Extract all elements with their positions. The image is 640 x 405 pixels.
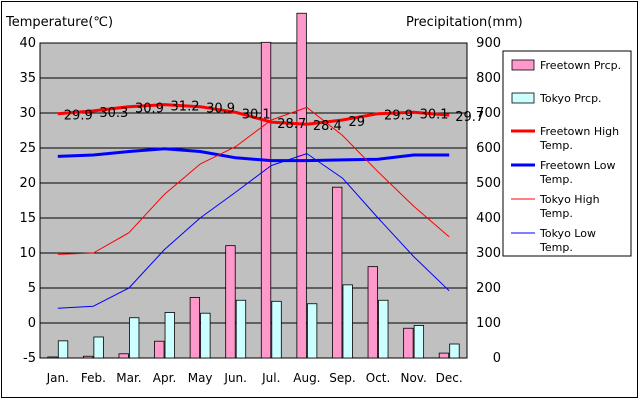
y-left-tick-label: 20	[19, 176, 36, 191]
y-right-tick-label: 400	[476, 211, 501, 226]
data-label: 29.9	[64, 109, 93, 124]
precipitation-bar	[47, 356, 58, 359]
legend-label: Freetown Prcp.	[540, 59, 621, 72]
precipitation-bar	[271, 300, 282, 359]
plot-area	[39, 42, 468, 359]
precipitation-bar	[93, 336, 104, 359]
x-tick-label: Feb.	[81, 371, 106, 385]
temperature-line	[57, 153, 450, 309]
precipitation-bar	[200, 312, 211, 359]
data-label: 29	[348, 115, 365, 130]
y-right-tick-label: 700	[476, 106, 501, 121]
y-left-axis-title: Temperature(℃)	[5, 15, 113, 30]
precipitation-bar	[378, 299, 389, 359]
data-label: 30.9	[206, 102, 235, 117]
precipitation-bar	[438, 352, 450, 359]
x-tick-label: Aug.	[293, 371, 320, 385]
legend: Freetown Prcp.Tokyo Prcp.Freetown HighTe…	[511, 59, 621, 254]
precipitation-bars	[47, 12, 460, 359]
precipitation-bar	[413, 325, 425, 359]
y-left-tick-label: 40	[19, 36, 36, 51]
precipitation-bar	[57, 340, 69, 359]
precipitation-bar	[164, 312, 175, 359]
precipitation-bar	[235, 299, 247, 359]
x-tick-label: Dec.	[436, 371, 463, 385]
precipitation-bar	[306, 303, 318, 359]
precipitation-bar	[403, 327, 414, 359]
y-right-tick-label: 100	[476, 316, 501, 331]
y-left-tick-label: 30	[19, 106, 36, 121]
precipitation-bar	[449, 343, 460, 359]
y-left-tick-label: 0	[28, 316, 36, 331]
legend-label: Tokyo Low	[539, 227, 596, 240]
legend-box	[502, 50, 632, 257]
precipitation-bar	[118, 353, 129, 359]
x-tick-label: Oct.	[366, 371, 391, 385]
data-label: 31.2	[171, 100, 200, 115]
temperature-lines	[57, 103, 450, 309]
legend-swatch	[511, 59, 535, 71]
y-right-tick-label: 900	[476, 36, 501, 51]
legend-label: Temp.	[539, 139, 573, 152]
precipitation-bar	[225, 245, 236, 359]
y-left-tick-label: 35	[19, 71, 36, 86]
legend-label: Tokyo High	[539, 193, 600, 206]
temperature-line	[57, 103, 450, 126]
y-right-tick-label: 300	[476, 246, 501, 261]
legend-label: Temp.	[539, 207, 573, 220]
legend-swatch	[511, 92, 535, 104]
precipitation-bar	[129, 317, 140, 359]
y-right-tick-label: 500	[476, 176, 501, 191]
x-tick-label: Sep.	[329, 371, 355, 385]
y-left-tick-label: 5	[28, 281, 36, 296]
precipitation-bar	[296, 12, 307, 359]
data-label: 29.9	[384, 109, 413, 124]
y-left-tick-label: 15	[19, 211, 36, 226]
precipitation-bar	[82, 355, 94, 359]
axes: -505101520253035400100200300400500600700…	[19, 36, 501, 385]
y-right-tick-label: 800	[476, 71, 501, 86]
precipitation-bar	[367, 266, 378, 359]
legend-label: Temp.	[539, 241, 573, 254]
data-label: 30.3	[99, 106, 128, 121]
x-tick-label: Jun.	[223, 371, 247, 385]
legend-label: Temp.	[539, 173, 573, 186]
precipitation-bar	[189, 297, 201, 359]
data-label: 30.1	[420, 107, 449, 122]
precipitation-bar	[332, 186, 343, 359]
x-tick-label: Jul.	[261, 371, 280, 385]
temperature-line	[57, 106, 450, 255]
y-right-tick-label: 200	[476, 281, 501, 296]
data-label: 28.7	[277, 117, 306, 132]
precipitation-bar	[260, 41, 272, 359]
x-tick-label: Nov.	[400, 371, 426, 385]
x-tick-label: Apr.	[153, 371, 176, 385]
data-label: 30.1	[242, 107, 271, 122]
x-tick-label: May	[188, 371, 213, 385]
y-right-tick-label: 600	[476, 141, 501, 156]
y-right-tick-label: 0	[493, 351, 501, 366]
x-tick-label: Mar.	[116, 371, 141, 385]
y-left-tick-label: 25	[19, 141, 36, 156]
legend-label: Freetown High	[540, 125, 619, 138]
y-left-tick-label: 10	[19, 246, 36, 261]
y-right-axis-title: Precipitation(mm)	[406, 15, 523, 30]
value-labels: 29.9 30.3 30.9 31.2 30.9 30.1 28.7 28.4 29 29.9 30…	[64, 100, 484, 135]
x-tick-label: Jan.	[46, 371, 69, 385]
data-label: 29.7	[455, 110, 484, 125]
precipitation-bar	[342, 284, 353, 359]
temperature-line	[57, 147, 450, 163]
legend-label: Freetown Low	[540, 159, 616, 172]
y-left-tick-label: -5	[23, 351, 36, 366]
data-label: 30.9	[135, 102, 164, 117]
precipitation-bar	[154, 340, 165, 359]
legend-label: Tokyo Prcp.	[539, 92, 602, 105]
data-label: 28.4	[313, 119, 342, 134]
